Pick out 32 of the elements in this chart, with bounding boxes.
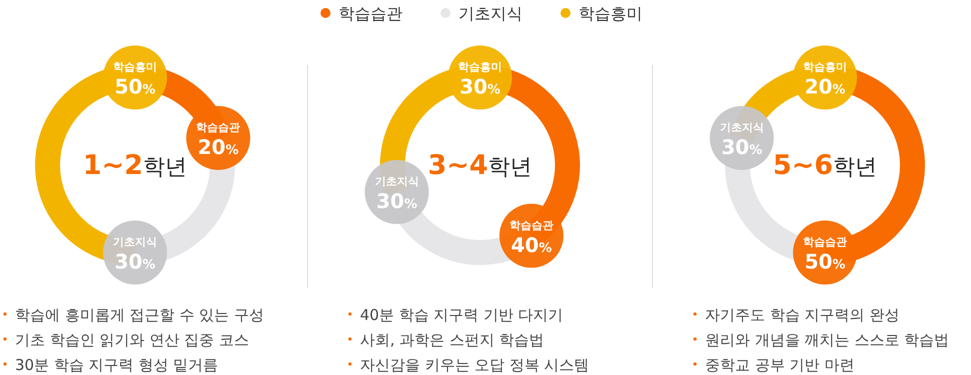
data-label: 50% <box>114 74 156 98</box>
legend-label: 학습흥미 <box>578 4 642 23</box>
data-label: 30% <box>114 250 156 274</box>
text: 학습에 흥미롭게 접근할 수 있는 구성 <box>15 306 264 324</box>
data-label: 50% <box>804 250 846 274</box>
slice-label: 학습흥미 <box>803 60 847 74</box>
text: 자기주도 학습 지구력의 완성 <box>705 306 900 324</box>
text: 사회, 과학은 스펀지 학습법 <box>360 331 544 349</box>
data-label: 30% <box>376 189 418 214</box>
text: 30분 학습 지구력 형성 밑거름 <box>15 356 218 374</box>
text: 기초 학습인 읽기와 연산 집중 코스 <box>15 331 249 349</box>
data-label: 20% <box>804 74 846 98</box>
data-label: 40% <box>510 232 552 257</box>
slice-label: 기초지식 <box>720 120 764 134</box>
slice-label: 기초지식 <box>113 236 157 248</box>
slice-label: 학습흥미 <box>458 60 502 74</box>
text: 3~4학년 <box>428 150 532 181</box>
legend-label: 학습습관 <box>338 4 402 23</box>
slice-label: 학습흥미 <box>113 60 157 74</box>
text: 40분 학습 지구력 기반 다지기 <box>360 306 564 324</box>
legend-label: 기초지식 <box>458 4 522 23</box>
text: 중학교 공부 기반 마련 <box>705 356 854 374</box>
text: 1~2학년 <box>82 150 188 181</box>
text: 원리와 개념을 깨치는 스스로 학습법 <box>705 331 950 349</box>
data-label: 20% <box>198 134 239 159</box>
data-label: 30% <box>460 74 500 98</box>
slice-label: 학습습관 <box>196 120 240 134</box>
text: 자신감을 키우는 오답 정복 시스템 <box>360 356 590 374</box>
slice-label: 학습습관 <box>509 218 554 232</box>
text: 5~6학년 <box>772 150 878 181</box>
slice-label: 학습습관 <box>803 236 847 248</box>
slice-label: 기초지식 <box>374 175 419 188</box>
